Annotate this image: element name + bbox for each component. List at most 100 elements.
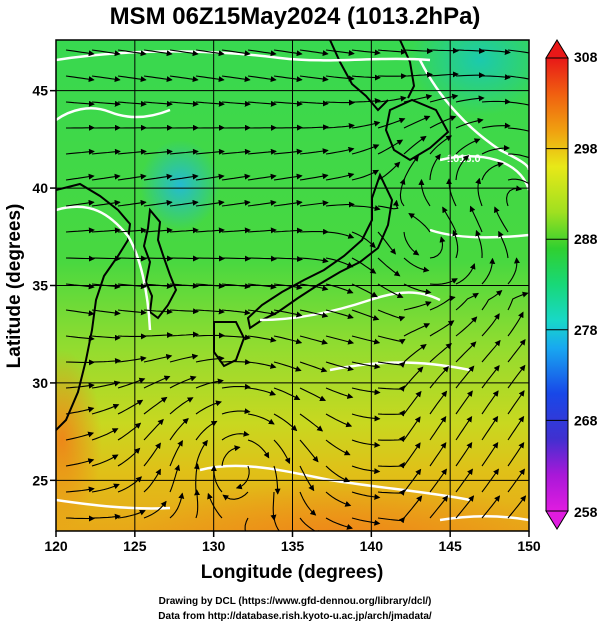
streamline <box>195 227 225 234</box>
streamline <box>507 495 527 519</box>
streamline <box>455 341 477 363</box>
streamline <box>475 229 483 259</box>
streamline <box>403 231 420 256</box>
contour-line <box>418 59 529 171</box>
streamline <box>507 75 529 80</box>
streamline <box>351 309 380 321</box>
streamline <box>143 199 173 207</box>
streamline <box>65 49 95 57</box>
streamline <box>325 99 355 106</box>
streamline <box>221 173 251 181</box>
streamline <box>247 173 277 181</box>
streamline <box>507 291 529 311</box>
streamline <box>408 213 431 233</box>
streamline <box>273 173 303 181</box>
streamline <box>351 361 381 370</box>
streamline <box>221 430 250 441</box>
colorbar-tick-label: 288 <box>574 231 598 247</box>
streamline <box>325 517 353 530</box>
streamline <box>299 49 329 57</box>
streamline <box>452 229 459 259</box>
map-plot-area: 1016.0 <box>56 40 529 531</box>
streamline <box>91 148 121 155</box>
streamline <box>299 257 329 264</box>
streamline <box>65 199 95 207</box>
streamline <box>429 495 449 519</box>
streamline <box>247 255 277 262</box>
streamline <box>469 205 483 233</box>
streamline <box>273 361 302 372</box>
streamline <box>195 255 225 262</box>
streamline <box>481 122 511 129</box>
streamline <box>195 49 225 57</box>
streamline <box>481 415 499 441</box>
streamline <box>377 139 404 155</box>
streamline <box>325 201 355 208</box>
streamline <box>195 148 225 155</box>
streamline <box>403 366 424 389</box>
streamline <box>91 513 121 520</box>
streamline <box>351 465 381 475</box>
streamline <box>221 408 251 415</box>
streamline <box>455 292 479 311</box>
streamline <box>169 464 181 493</box>
colorbar-bottom-arrow <box>545 510 569 530</box>
streamline <box>507 178 529 188</box>
streamline <box>325 387 354 399</box>
x-tick-label: 150 <box>517 538 541 554</box>
x-tick-label: 140 <box>360 538 384 554</box>
colorbar-top-arrow <box>545 39 569 59</box>
streamline <box>481 290 503 311</box>
streamline <box>351 517 381 526</box>
streamline <box>247 75 277 83</box>
streamline <box>403 283 432 295</box>
streamline <box>507 338 526 363</box>
streamline <box>429 47 459 54</box>
streamline <box>351 74 381 81</box>
streamline <box>273 75 303 83</box>
streamline <box>247 439 270 459</box>
streamline <box>455 47 485 54</box>
streamline <box>377 199 399 210</box>
streamline <box>481 98 511 105</box>
streamline <box>351 120 381 129</box>
streamline <box>299 75 329 82</box>
streamline <box>65 100 95 107</box>
streamline <box>117 173 147 181</box>
streamline <box>325 439 351 456</box>
streamline <box>429 278 458 285</box>
streamline <box>273 387 301 400</box>
warm-region-southwest <box>56 350 102 530</box>
streamline <box>117 49 147 57</box>
streamline <box>299 335 328 345</box>
streamline <box>351 49 381 56</box>
colorbar-tick-label: 278 <box>574 322 598 338</box>
credit-data: Data from http://database.rish.kyoto-u.a… <box>158 611 432 622</box>
streamline <box>446 178 457 207</box>
streamline <box>273 335 303 345</box>
streamline <box>377 117 406 129</box>
colorbar-tick-label: 268 <box>574 412 598 428</box>
streamline <box>247 413 275 425</box>
contour-line <box>56 205 152 331</box>
streamline <box>143 100 173 107</box>
streamline <box>273 227 303 234</box>
streamline <box>169 492 185 519</box>
streamline <box>377 516 406 524</box>
streamline <box>299 148 329 155</box>
streamline <box>91 75 121 83</box>
streamline <box>117 447 141 467</box>
streamline <box>169 173 199 181</box>
streamline <box>481 257 496 285</box>
streamline <box>193 463 200 493</box>
streamline <box>299 100 329 107</box>
streamline <box>221 49 251 57</box>
streamline <box>429 390 448 415</box>
streamline <box>117 75 147 83</box>
streamline <box>65 382 95 389</box>
streamline <box>403 416 421 441</box>
contour-label: 1016.0 <box>447 153 481 165</box>
streamline <box>507 257 520 285</box>
colorbar-gradient <box>545 57 569 512</box>
